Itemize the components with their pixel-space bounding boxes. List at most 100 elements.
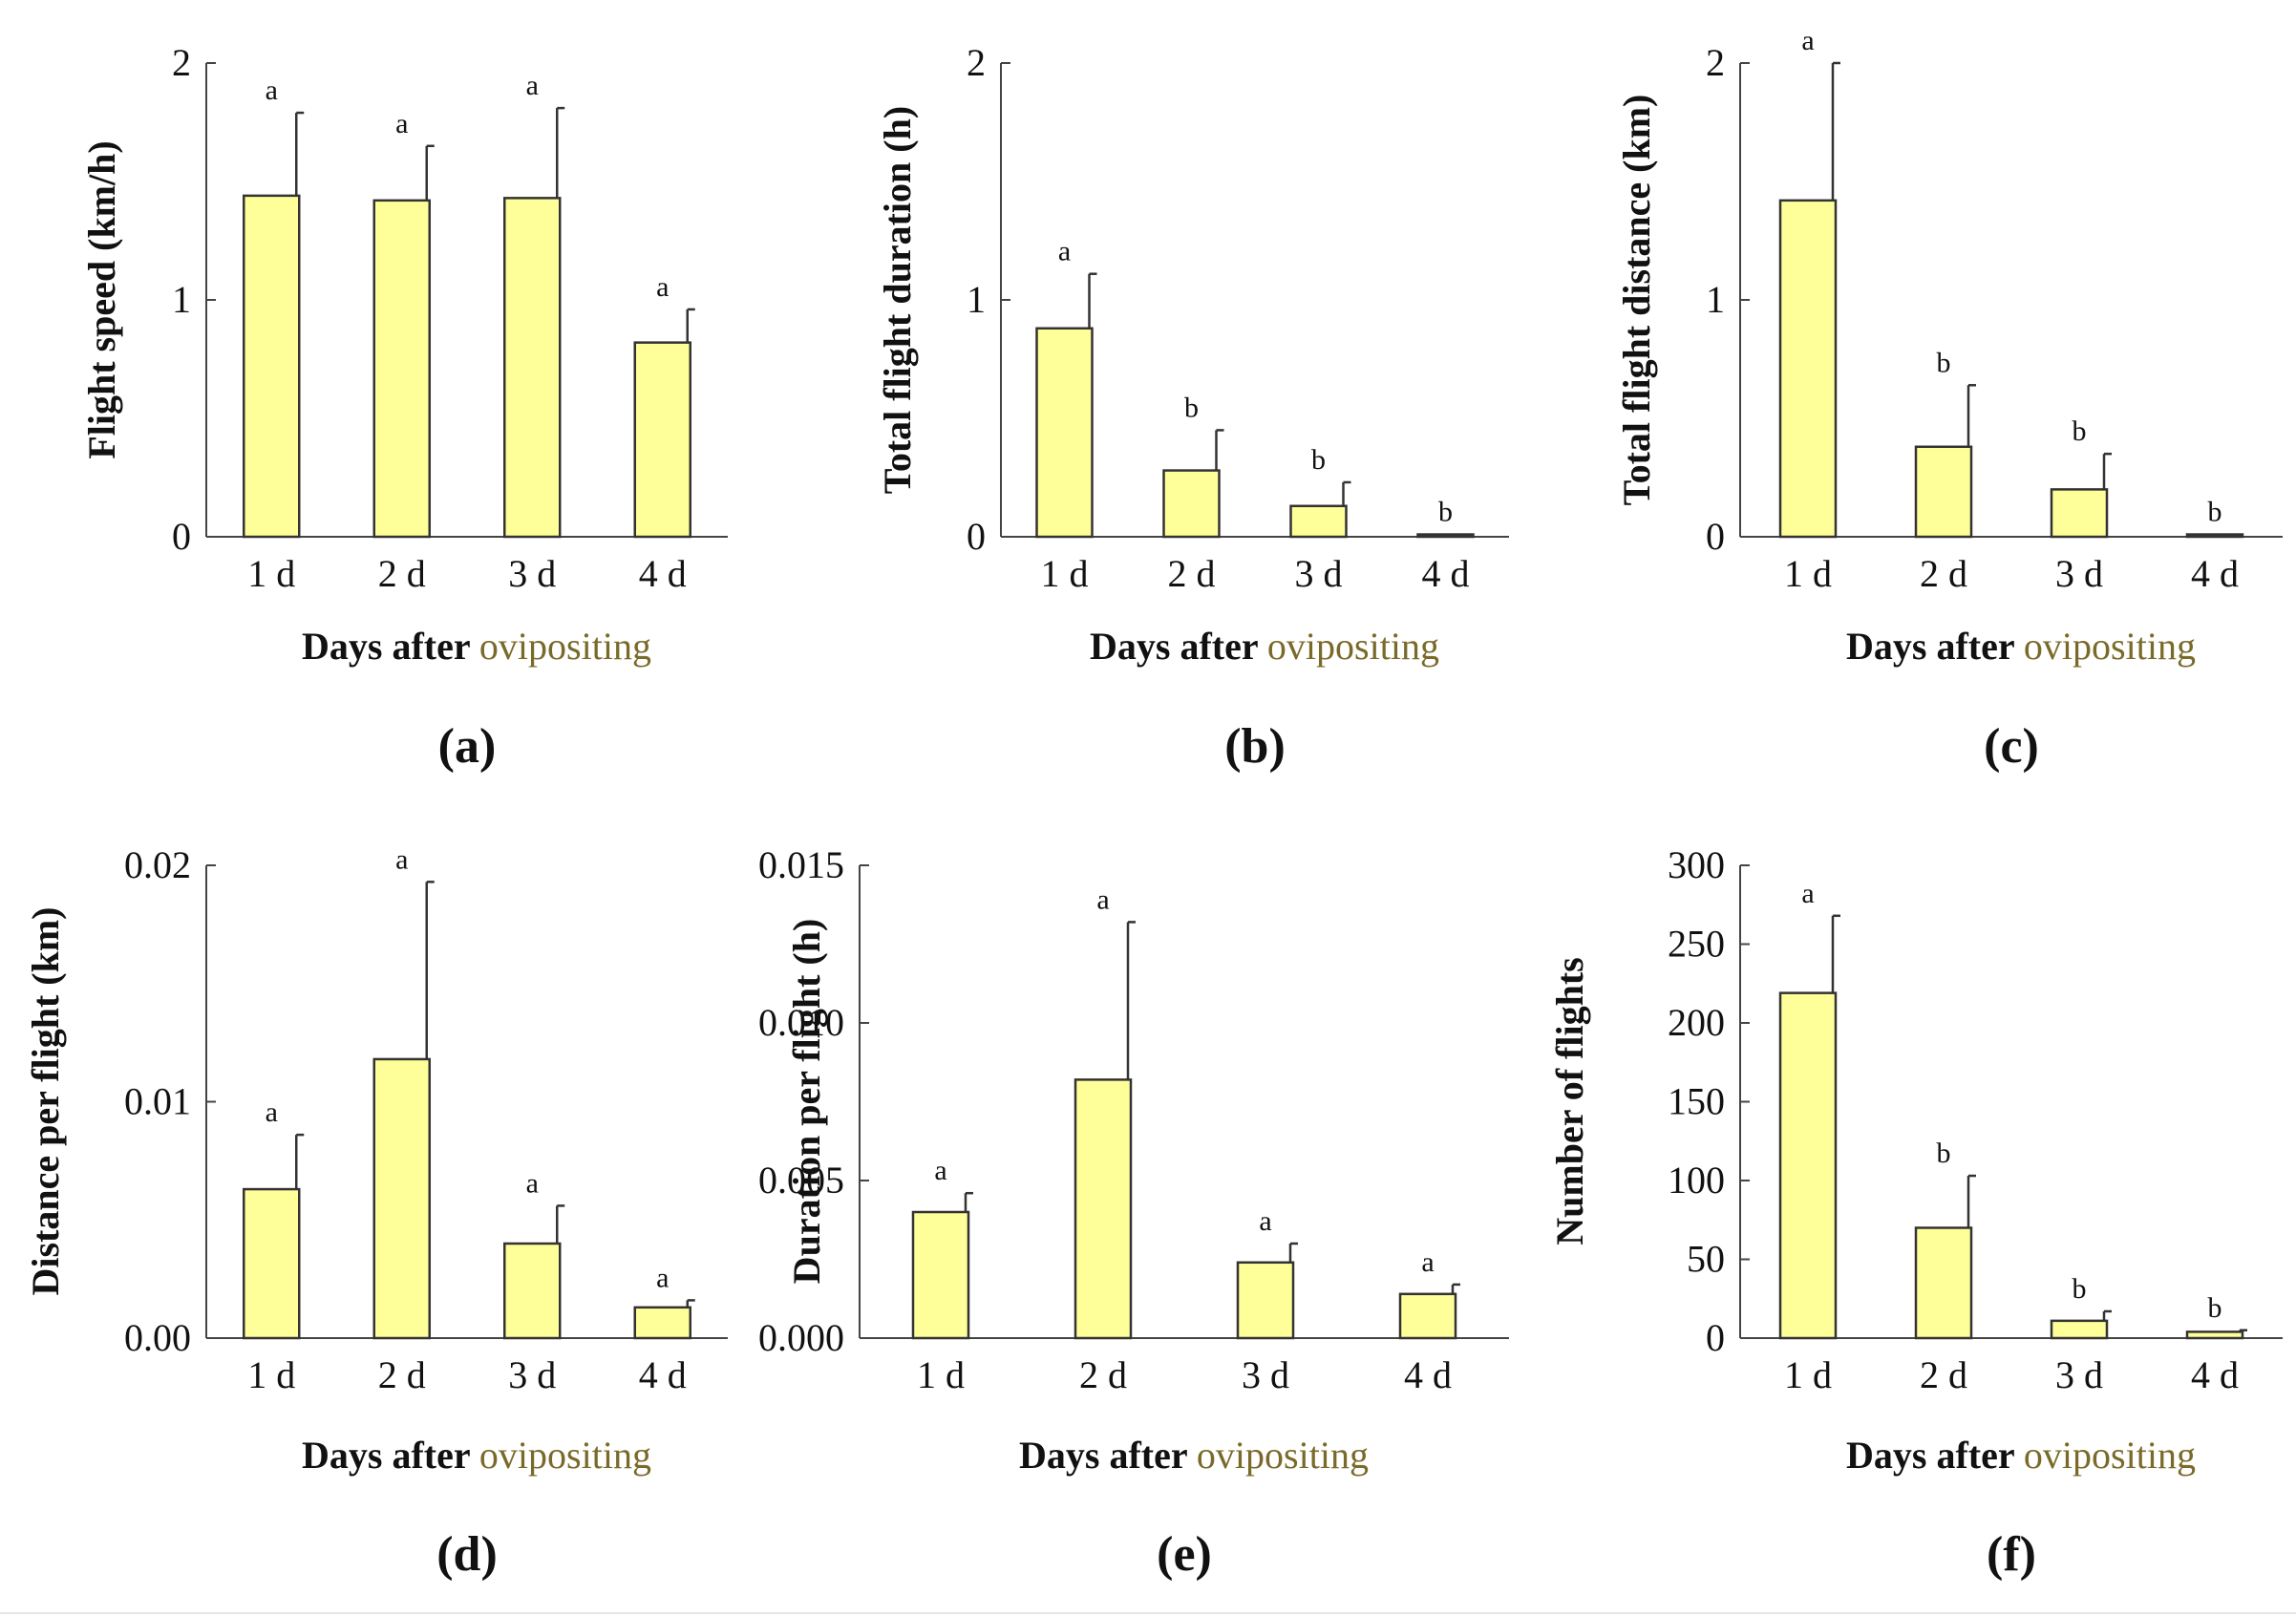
significance-label: b	[2073, 1273, 2087, 1305]
bar	[1236, 1261, 1295, 1340]
bottom-divider	[0, 1612, 2296, 1614]
x-tick-label: 4 d	[639, 552, 687, 595]
y-tick-label: 0	[1706, 515, 1725, 558]
x-tick-label: 1 d	[1784, 1353, 1832, 1396]
y-tick-label: 0.015	[758, 843, 844, 886]
x-tick-label: 1 d	[1784, 552, 1832, 595]
bar	[1162, 469, 1221, 539]
y-axis-label: Number of flights	[1548, 957, 1591, 1245]
x-axis-label-highlight: ovipositing	[2024, 625, 2196, 668]
y-tick-label: 150	[1668, 1080, 1725, 1123]
x-tick-label: 3 d	[1295, 552, 1343, 595]
x-axis-label: Days after ovipositing	[302, 625, 651, 668]
significance-label: b	[1438, 497, 1453, 528]
bar	[1778, 991, 1838, 1340]
x-axis-label-highlight: ovipositing	[1267, 625, 1439, 668]
bar	[633, 1306, 691, 1340]
significance-label: a	[1801, 25, 1814, 56]
significance-label: a	[656, 1262, 669, 1293]
x-tick-label: 3 d	[1242, 1353, 1289, 1396]
bar	[633, 341, 691, 539]
y-tick-label: 2	[172, 41, 191, 84]
bar	[503, 1242, 562, 1340]
significance-label: a	[934, 1155, 946, 1186]
x-tick-label: 2 d	[1079, 1353, 1127, 1396]
x-tick-label: 2 d	[378, 1353, 426, 1396]
bar	[372, 199, 431, 539]
y-axis-label: Duration per flight (h)	[785, 919, 828, 1285]
bar	[2050, 488, 2109, 539]
bar	[503, 197, 562, 539]
y-tick-label: 1	[172, 278, 191, 321]
bar	[2185, 1330, 2244, 1340]
x-axis-label-highlight: ovipositing	[2024, 1434, 2196, 1477]
significance-label: b	[1184, 392, 1199, 423]
panel-label: (d)	[436, 1527, 498, 1582]
significance-label: a	[266, 1096, 278, 1128]
significance-label: a	[1096, 883, 1109, 915]
bar	[2050, 1319, 2109, 1340]
x-axis-label-main: Days after	[1019, 1434, 1187, 1477]
chart-panel: 0 1 2 a 1 d b 2 d b 3 d b 4 d Total flight distance…	[1615, 25, 2283, 774]
significance-label: b	[2208, 1292, 2222, 1324]
x-tick-label: 3 d	[508, 1353, 556, 1396]
x-axis-label-space	[1258, 625, 1267, 668]
chart-panel: 0 1 2 a 1 d a 2 d a 3 d a 4 d Flight speed (km/h) Da…	[80, 41, 728, 774]
y-tick-label: 1	[1706, 278, 1725, 321]
y-tick-label: 0.02	[124, 843, 191, 886]
bar	[911, 1210, 970, 1340]
bar	[1398, 1292, 1457, 1340]
significance-label: a	[1259, 1205, 1271, 1237]
x-tick-label: 3 d	[2055, 1353, 2103, 1396]
y-tick-label: 1	[967, 278, 986, 321]
y-tick-label: 250	[1668, 923, 1725, 966]
x-axis-label-highlight: ovipositing	[479, 1434, 651, 1477]
significance-label: b	[1937, 347, 1951, 378]
y-tick-label: 0	[1706, 1316, 1725, 1359]
bar	[1778, 199, 1838, 539]
x-axis-label: Days after ovipositing	[302, 1434, 651, 1477]
x-tick-label: 1 d	[1041, 552, 1089, 595]
x-axis-label: Days after ovipositing	[1846, 625, 2196, 668]
x-axis-label-space	[1187, 1434, 1197, 1477]
y-tick-label: 300	[1668, 843, 1725, 886]
significance-label: a	[526, 70, 539, 101]
x-tick-label: 4 d	[2191, 552, 2239, 595]
chart-panel: 0.00 0.01 0.02 a 1 d a 2 d a 3 d a 4 d Distance per…	[24, 843, 728, 1582]
bar	[1914, 445, 1973, 539]
bar	[1914, 1226, 1973, 1340]
significance-label: b	[2073, 415, 2087, 447]
significance-label: a	[395, 108, 408, 139]
x-axis-label-highlight: ovipositing	[1197, 1434, 1369, 1477]
panel-label: (c)	[1984, 719, 2039, 774]
x-axis-label-space	[2014, 1434, 2024, 1477]
y-tick-label: 0.010	[758, 1001, 844, 1044]
panel-label: (a)	[438, 719, 497, 774]
significance-label: b	[2208, 497, 2222, 528]
x-tick-label: 2 d	[1168, 552, 1216, 595]
x-axis-label-main: Days after	[302, 625, 470, 668]
x-axis-label: Days after ovipositing	[1090, 625, 1439, 668]
significance-label: a	[395, 843, 408, 875]
significance-label: b	[1937, 1138, 1951, 1169]
y-tick-label: 0	[967, 515, 986, 558]
x-tick-label: 4 d	[1422, 552, 1470, 595]
significance-label: a	[1421, 1246, 1434, 1278]
panel-label: (e)	[1157, 1527, 1212, 1582]
x-axis-label-highlight: ovipositing	[479, 625, 651, 668]
chart-panel: 0 50 100 150 200 250 300 a 1 d b 2 d b 3 d b 4 d Number…	[1548, 843, 2283, 1582]
bar	[1289, 504, 1348, 539]
y-tick-label: 0.00	[124, 1316, 191, 1359]
bar	[1035, 327, 1094, 539]
bar	[1416, 533, 1475, 539]
significance-label: b	[1311, 444, 1326, 476]
x-axis-label: Days after ovipositing	[1846, 1434, 2196, 1477]
significance-label: a	[656, 271, 669, 303]
y-tick-label: 100	[1668, 1159, 1725, 1202]
x-tick-label: 2 d	[1920, 552, 1967, 595]
x-axis-label-space	[470, 625, 479, 668]
bar	[2185, 533, 2244, 539]
y-tick-label: 2	[967, 41, 986, 84]
x-tick-label: 3 d	[2055, 552, 2103, 595]
